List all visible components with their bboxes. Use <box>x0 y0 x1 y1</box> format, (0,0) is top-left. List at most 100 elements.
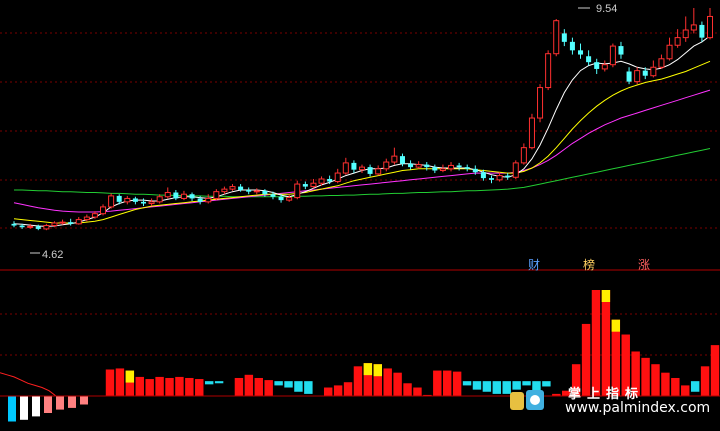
indicator-bar <box>115 368 125 396</box>
indicator-bar <box>32 396 40 417</box>
candle-body <box>367 167 373 174</box>
indicator-bar <box>502 381 511 394</box>
indicator-bar <box>145 379 154 396</box>
candle-body <box>59 221 66 224</box>
indicator-bar <box>562 390 571 396</box>
indicator-bar <box>175 376 184 396</box>
candle-body <box>238 186 244 190</box>
indicator-bar <box>571 364 581 396</box>
candle-body <box>545 53 552 89</box>
candle-body <box>658 58 665 68</box>
candle-body <box>383 161 390 170</box>
candle-body <box>253 190 260 193</box>
indicator-bar <box>452 371 462 396</box>
candlestick-series <box>11 8 714 231</box>
indicator-bar-cap <box>373 364 383 377</box>
candle-body <box>68 222 74 224</box>
candle-body <box>262 190 268 195</box>
indicator-bar-cap <box>611 319 621 332</box>
chart-grid <box>0 32 720 356</box>
candle-body <box>520 147 527 164</box>
indicator-bar <box>353 366 363 396</box>
indicator-bar <box>80 396 88 405</box>
indicator-bar <box>343 382 353 396</box>
candle-body <box>480 172 486 179</box>
indicator-bar <box>204 381 214 385</box>
candle-body <box>488 178 494 180</box>
candle-body <box>270 194 276 197</box>
indicator-bar <box>512 381 521 390</box>
candle-body <box>408 163 414 168</box>
high-price-label: 9.54 <box>596 3 617 15</box>
candle-body <box>334 172 341 183</box>
candle-body <box>594 62 600 69</box>
candle-body <box>124 197 131 203</box>
indicator-bar <box>105 369 115 396</box>
watermark-text: 掌上指标 <box>568 387 645 402</box>
candle-body <box>505 175 511 178</box>
indicator-bar <box>254 377 263 396</box>
indicator-bar <box>631 351 640 396</box>
candle-body <box>415 164 422 168</box>
candle-body <box>375 168 382 175</box>
indicator-bar <box>423 394 432 396</box>
low-annotation: 4.62 <box>30 249 63 261</box>
indicator-bar <box>690 381 700 392</box>
indicator-bar <box>492 381 502 394</box>
indicator-bar <box>56 396 64 410</box>
indicator-bar-cap <box>125 370 135 383</box>
candle-body <box>358 166 366 171</box>
candle-body <box>690 24 697 31</box>
event-tag-limit-up[interactable]: 涨 <box>638 258 651 272</box>
candle-body <box>180 193 187 199</box>
candle-body <box>706 15 714 39</box>
candle-body <box>156 196 163 203</box>
candle-body <box>601 64 608 70</box>
indicator-bar-cap <box>601 290 611 302</box>
candle-body <box>464 167 470 169</box>
event-tag-finance[interactable]: 财 <box>528 258 541 272</box>
indicator-bar <box>601 290 611 396</box>
candle-body <box>221 188 228 193</box>
candle-body <box>439 168 446 172</box>
candle-body <box>512 162 519 178</box>
candle-body <box>448 164 455 170</box>
candle-body <box>318 178 325 184</box>
candle-body <box>116 195 122 202</box>
candle-body <box>83 216 90 221</box>
indicator-bar <box>165 377 174 396</box>
indicator-bar <box>671 377 680 396</box>
indicator-bar <box>195 379 204 396</box>
indicator-bar <box>542 381 551 387</box>
candle-body <box>108 195 115 208</box>
candle-body <box>626 71 632 82</box>
indicator-bar <box>591 290 601 396</box>
candle-body <box>164 192 171 198</box>
indicator-bar <box>552 393 561 396</box>
indicator-bar <box>8 396 16 422</box>
candle-body <box>528 117 535 149</box>
indicator-bar <box>373 364 383 396</box>
indicator-bar <box>125 370 135 396</box>
watermark-url: www.palmindex.com <box>565 400 711 416</box>
indicator-bar <box>244 374 254 396</box>
candle-body <box>91 213 98 218</box>
candle-body <box>650 66 657 77</box>
indicator-bar <box>641 357 650 396</box>
candle-body <box>173 192 179 199</box>
candle-body <box>213 191 220 199</box>
ma-long-line <box>14 148 711 198</box>
indicator-bar <box>403 383 412 396</box>
candle-body <box>351 162 357 170</box>
candle-body <box>197 198 203 202</box>
candle-body <box>399 156 405 164</box>
indicator-bar <box>383 368 392 396</box>
candle-body <box>140 201 146 204</box>
indicator-bar <box>413 387 422 396</box>
indicator-bar <box>294 381 303 392</box>
indicator-signal-line <box>0 372 57 397</box>
candle-body <box>674 37 681 46</box>
event-tag-ranking[interactable]: 榜 <box>583 258 596 272</box>
candle-body <box>100 206 107 215</box>
